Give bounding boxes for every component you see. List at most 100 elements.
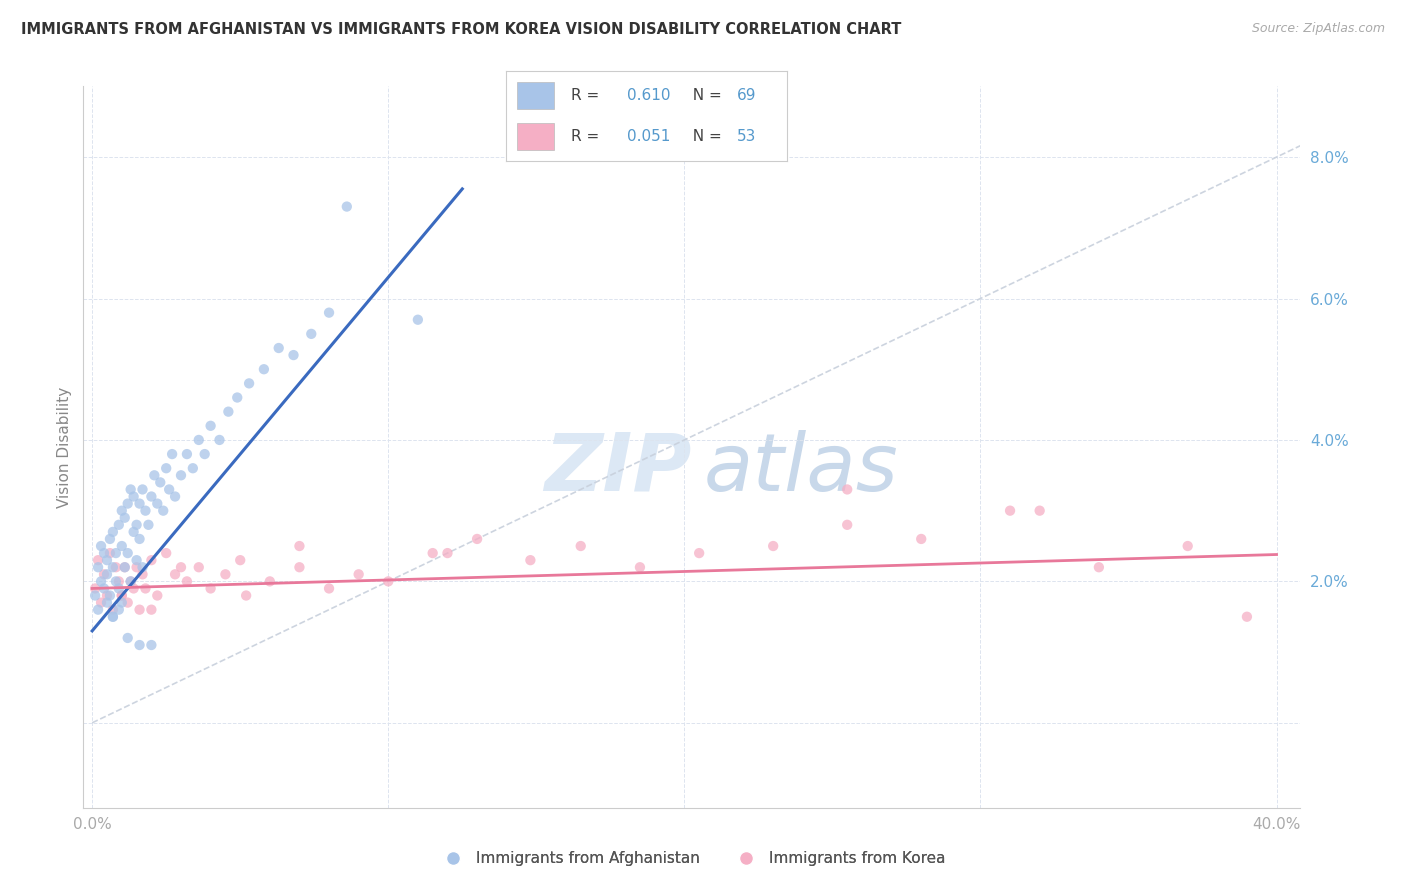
Point: [998, 503, 1021, 517]
Point: [176, 447, 198, 461]
Point: [111, 539, 134, 553]
Point: [1028, 503, 1050, 517]
Point: [114, 510, 136, 524]
Point: [155, 546, 177, 560]
Point: [96, 567, 118, 582]
Point: [101, 560, 124, 574]
Point: [318, 582, 340, 596]
Point: [90, 539, 112, 553]
Point: [120, 574, 142, 589]
Point: [101, 602, 124, 616]
Point: [87, 553, 110, 567]
Point: [165, 567, 187, 582]
Point: [93, 567, 115, 582]
Point: [170, 560, 193, 574]
Point: [318, 306, 340, 320]
Point: [96, 553, 118, 567]
Point: [131, 483, 153, 497]
Point: [299, 326, 322, 341]
Text: N =: N =: [683, 88, 727, 103]
Point: [131, 560, 153, 574]
Point: [134, 503, 156, 517]
Point: [141, 638, 163, 652]
Point: [111, 596, 134, 610]
Point: [347, 567, 370, 582]
Point: [93, 582, 115, 596]
Point: [101, 609, 124, 624]
Text: ZIP: ZIP: [544, 430, 692, 508]
Point: [90, 574, 112, 589]
Point: [288, 560, 311, 574]
Point: [146, 497, 169, 511]
Point: [108, 517, 131, 532]
Point: [111, 503, 134, 517]
Point: [122, 490, 145, 504]
Point: [422, 546, 444, 560]
Point: [214, 567, 236, 582]
Point: [176, 574, 198, 589]
Point: [377, 574, 399, 589]
Text: 0.610: 0.610: [627, 88, 671, 103]
Point: [98, 546, 121, 560]
Point: [104, 560, 127, 574]
Point: [117, 546, 139, 560]
Point: [120, 574, 142, 589]
Y-axis label: Vision Disability: Vision Disability: [58, 386, 72, 508]
Point: [117, 631, 139, 645]
Point: [146, 589, 169, 603]
Point: [336, 200, 359, 214]
Legend: Immigrants from Afghanistan, Immigrants from Korea: Immigrants from Afghanistan, Immigrants …: [432, 845, 952, 872]
Point: [149, 475, 172, 490]
Text: N =: N =: [683, 129, 727, 144]
Point: [84, 582, 107, 596]
Text: 69: 69: [737, 88, 756, 103]
Point: [465, 532, 488, 546]
Point: [152, 503, 174, 517]
Point: [96, 589, 118, 603]
Point: [688, 546, 710, 560]
Point: [98, 532, 121, 546]
Point: [128, 532, 150, 546]
Point: [90, 596, 112, 610]
Text: Source: ZipAtlas.com: Source: ZipAtlas.com: [1251, 22, 1385, 36]
Text: 0.051: 0.051: [627, 129, 671, 144]
Point: [120, 483, 142, 497]
Point: [117, 497, 139, 511]
Point: [229, 553, 252, 567]
Point: [101, 609, 124, 624]
Point: [160, 447, 183, 461]
Point: [125, 517, 148, 532]
Point: [96, 596, 118, 610]
Point: [762, 539, 785, 553]
Point: [217, 405, 239, 419]
Point: [108, 582, 131, 596]
Point: [208, 433, 231, 447]
Point: [93, 546, 115, 560]
Point: [200, 418, 222, 433]
Point: [101, 524, 124, 539]
Point: [181, 461, 204, 475]
Point: [283, 348, 305, 362]
Point: [170, 468, 193, 483]
Point: [519, 553, 541, 567]
Point: [117, 596, 139, 610]
Point: [910, 532, 932, 546]
Point: [104, 574, 127, 589]
Point: [108, 574, 131, 589]
Point: [141, 602, 163, 616]
Point: [143, 468, 166, 483]
Point: [436, 546, 458, 560]
Point: [628, 560, 651, 574]
Point: [134, 582, 156, 596]
Text: IMMIGRANTS FROM AFGHANISTAN VS IMMIGRANTS FROM KOREA VISION DISABILITY CORRELATI: IMMIGRANTS FROM AFGHANISTAN VS IMMIGRANT…: [21, 22, 901, 37]
Text: 53: 53: [737, 129, 756, 144]
Point: [235, 589, 257, 603]
Point: [111, 589, 134, 603]
Point: [122, 524, 145, 539]
Point: [187, 433, 209, 447]
Point: [1236, 609, 1258, 624]
Point: [114, 560, 136, 574]
Point: [87, 560, 110, 574]
Bar: [517, 82, 554, 109]
Point: [288, 539, 311, 553]
